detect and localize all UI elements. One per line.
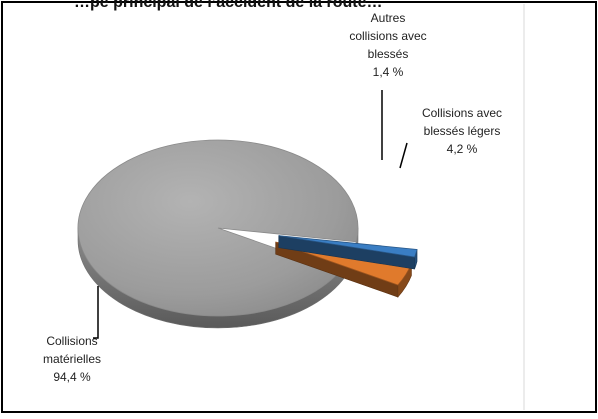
pie-slice-top bbox=[77, 139, 359, 317]
pie-slice-collisions-avec-bless-s-l-gers bbox=[275, 241, 413, 298]
data-label-text: blessés bbox=[368, 47, 409, 61]
chart-title: …pe principal de l’accident de la route… bbox=[74, 0, 383, 11]
data-label-value: 1,4 % bbox=[373, 65, 404, 79]
data-label: Autres collisions avec blessés 1,4 % bbox=[349, 11, 426, 79]
data-label-text: collisions avec bbox=[349, 29, 426, 43]
pie-slice-top bbox=[278, 235, 418, 258]
leader-line bbox=[93, 286, 99, 339]
leader-line bbox=[399, 142, 408, 169]
data-label-text: matérielles bbox=[43, 352, 101, 366]
data-label-value: 4,2 % bbox=[447, 142, 478, 156]
data-label-text: Autres bbox=[371, 11, 406, 25]
data-label-text: blessés légers bbox=[424, 124, 501, 138]
data-label: Collisions matérielles 94,4 % bbox=[43, 334, 101, 384]
pie-slice-collisions-mat-rielles bbox=[77, 139, 359, 329]
data-label-value: 94,4 % bbox=[53, 370, 91, 384]
data-label: Collisions avec blessés légers 4,2 % bbox=[422, 106, 502, 156]
slices-layer bbox=[77, 139, 418, 329]
data-label-text: Collisions avec bbox=[422, 106, 502, 120]
data-label-text: Collisions bbox=[46, 334, 97, 348]
pie-slice-autres-collisions-avec-bless-s bbox=[278, 235, 418, 270]
labels-layer: Collisions matérielles 94,4 % Collisions av… bbox=[43, 11, 502, 384]
